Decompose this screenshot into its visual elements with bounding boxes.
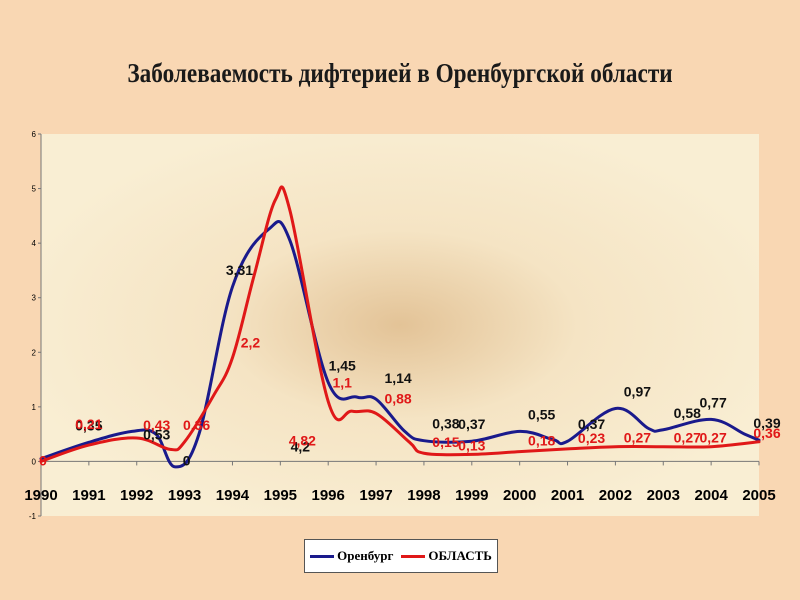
legend-label-oblast: ОБЛАСТЬ — [428, 548, 492, 563]
legend-swatch-orenburg — [310, 554, 335, 558]
y-tick-label: 1 — [32, 403, 37, 412]
series-line-oblast — [39, 185, 761, 463]
data-label: 0,39 — [753, 415, 780, 431]
data-label: 0,27 — [674, 430, 701, 446]
legend-item-orenburg: Оренбург — [310, 548, 393, 564]
plot-area — [41, 134, 759, 516]
legend: Оренбург ОБЛАСТЬ — [304, 539, 498, 573]
data-label: 0,77 — [700, 394, 727, 410]
legend-swatch-oblast — [401, 554, 426, 558]
data-label: 1,45 — [329, 357, 356, 373]
x-tick-label: 2004 — [694, 487, 728, 504]
data-label: 0 — [183, 452, 191, 468]
x-tick-label: 1993 — [168, 487, 201, 504]
data-label: 0,36 — [753, 425, 780, 441]
y-tick-label: -1 — [29, 512, 37, 521]
data-label: 0,13 — [458, 437, 485, 453]
data-label: 0,43 — [143, 417, 170, 433]
data-label: 0,37 — [578, 416, 605, 432]
data-label: 0,23 — [578, 430, 605, 446]
x-tick-label: 1994 — [216, 487, 250, 504]
series-line-orenburg — [39, 220, 761, 469]
data-label: 4,82 — [289, 432, 316, 448]
y-tick-label: 4 — [32, 239, 37, 248]
x-tick-label: 2005 — [742, 487, 775, 504]
x-tick-label: 2003 — [647, 487, 680, 504]
y-tick-label: 6 — [32, 130, 37, 139]
y-tick-label: 5 — [32, 185, 37, 194]
x-tick-label: 1999 — [455, 487, 488, 504]
x-tick-label: 1995 — [264, 487, 297, 504]
data-label: 0,88 — [384, 390, 411, 406]
x-tick-label: 2002 — [599, 487, 632, 504]
y-tick-label: 0 — [32, 457, 37, 466]
data-label: 0 — [39, 452, 47, 468]
data-label: 0,97 — [624, 383, 651, 399]
data-label: 0,53 — [143, 426, 170, 442]
data-label: 0,21 — [75, 416, 102, 432]
data-label: 1,1 — [332, 374, 352, 390]
chart-title: Заболеваемость дифтерией в Оренбургской … — [127, 58, 673, 88]
data-label: 0,55 — [528, 406, 555, 422]
x-tick-label: 1992 — [120, 487, 153, 504]
x-tick-label: 1997 — [359, 487, 392, 504]
y-tick-label: 3 — [32, 294, 37, 303]
data-label: 1,14 — [384, 370, 411, 386]
data-label: 0,35 — [75, 417, 102, 433]
x-tick-label: 1998 — [407, 487, 440, 504]
x-tick-label: 1996 — [312, 487, 345, 504]
data-label: 3,31 — [226, 262, 253, 278]
data-label: 0,27 — [700, 430, 727, 446]
data-label: 2,2 — [241, 335, 261, 351]
x-tick-label: 1990 — [24, 487, 57, 504]
x-tick-label: 2001 — [551, 487, 584, 504]
y-tick-label: 2 — [32, 348, 37, 357]
data-label: 0,38 — [432, 416, 459, 432]
data-label: 4,2 — [291, 438, 311, 454]
x-tick-label: 2000 — [503, 487, 536, 504]
legend-item-oblast: ОБЛАСТЬ — [401, 548, 492, 564]
data-label: 0,58 — [674, 405, 701, 421]
data-label: 0,37 — [458, 416, 485, 432]
data-label: 0,36 — [183, 417, 210, 433]
data-label: 0,18 — [528, 433, 555, 449]
x-tick-label: 1991 — [72, 487, 105, 504]
legend-label-orenburg: Оренбург — [337, 548, 394, 563]
data-label: 0,15 — [432, 434, 459, 450]
data-label: 0,27 — [624, 430, 651, 446]
